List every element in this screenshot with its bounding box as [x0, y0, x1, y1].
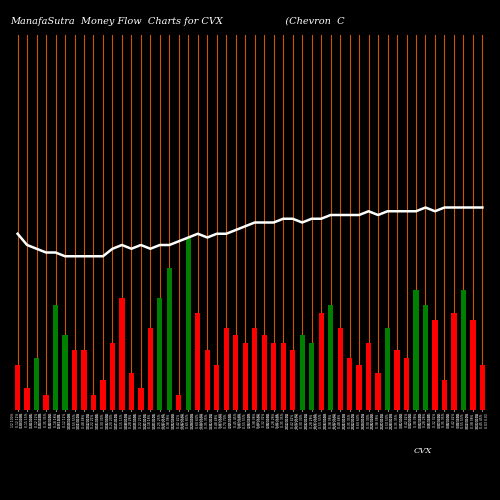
Text: ManafaSutra  Money Flow  Charts for CVX                    (Chevron  C          : ManafaSutra Money Flow Charts for CVX (C… — [10, 17, 500, 26]
Bar — [461, 290, 466, 410]
Bar — [376, 372, 380, 410]
Bar — [347, 358, 352, 410]
Bar — [224, 328, 229, 410]
Bar — [204, 350, 210, 410]
Bar — [214, 365, 220, 410]
Bar — [72, 350, 77, 410]
Bar — [15, 365, 20, 410]
Bar — [318, 312, 324, 410]
Bar — [356, 365, 362, 410]
Bar — [24, 388, 29, 410]
Bar — [186, 238, 191, 410]
Bar — [404, 358, 409, 410]
Bar — [262, 335, 267, 410]
Bar — [432, 320, 438, 410]
Bar — [110, 342, 115, 410]
Bar — [91, 395, 96, 410]
Bar — [100, 380, 105, 410]
Bar — [423, 305, 428, 410]
Bar — [290, 350, 296, 410]
Bar — [233, 335, 238, 410]
Bar — [309, 342, 314, 410]
Bar — [452, 312, 456, 410]
Bar — [176, 395, 182, 410]
Bar — [252, 328, 258, 410]
Bar — [62, 335, 68, 410]
Bar — [195, 312, 200, 410]
Bar — [53, 305, 58, 410]
Bar — [394, 350, 400, 410]
Bar — [158, 298, 162, 410]
Bar — [82, 350, 86, 410]
Bar — [385, 328, 390, 410]
Text: CVX: CVX — [414, 447, 432, 455]
Bar — [366, 342, 371, 410]
Bar — [242, 342, 248, 410]
Bar — [328, 305, 333, 410]
Bar — [271, 342, 276, 410]
Bar — [129, 372, 134, 410]
Bar — [480, 365, 485, 410]
Bar — [148, 328, 153, 410]
Bar — [338, 328, 342, 410]
Bar — [34, 358, 39, 410]
Bar — [442, 380, 447, 410]
Bar — [280, 342, 286, 410]
Bar — [470, 320, 476, 410]
Bar — [300, 335, 305, 410]
Bar — [167, 268, 172, 410]
Bar — [44, 395, 49, 410]
Bar — [138, 388, 143, 410]
Bar — [120, 298, 124, 410]
Bar — [414, 290, 418, 410]
